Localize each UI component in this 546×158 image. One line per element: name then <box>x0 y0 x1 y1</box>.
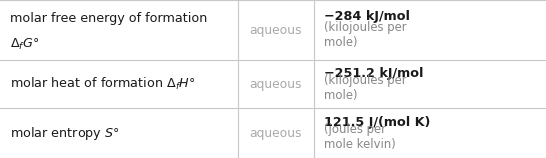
Text: 121.5 J/(mol K): 121.5 J/(mol K) <box>324 116 430 129</box>
Text: −251.2 kJ/mol: −251.2 kJ/mol <box>324 67 423 80</box>
Text: molar free energy of formation: molar free energy of formation <box>10 12 207 25</box>
Text: aqueous: aqueous <box>250 78 302 91</box>
Text: (kilojoules per
mole): (kilojoules per mole) <box>324 21 406 49</box>
Text: $\Delta_f G°$: $\Delta_f G°$ <box>10 37 39 52</box>
Text: (kilojoules per
mole): (kilojoules per mole) <box>324 74 406 102</box>
Text: (joules per
mole kelvin): (joules per mole kelvin) <box>324 123 395 151</box>
Text: molar heat of formation $\Delta_f H°$: molar heat of formation $\Delta_f H°$ <box>10 76 195 92</box>
Text: molar entropy $S°$: molar entropy $S°$ <box>10 125 120 142</box>
Text: aqueous: aqueous <box>250 127 302 140</box>
Text: −284 kJ/mol: −284 kJ/mol <box>324 10 410 23</box>
Text: aqueous: aqueous <box>250 24 302 36</box>
